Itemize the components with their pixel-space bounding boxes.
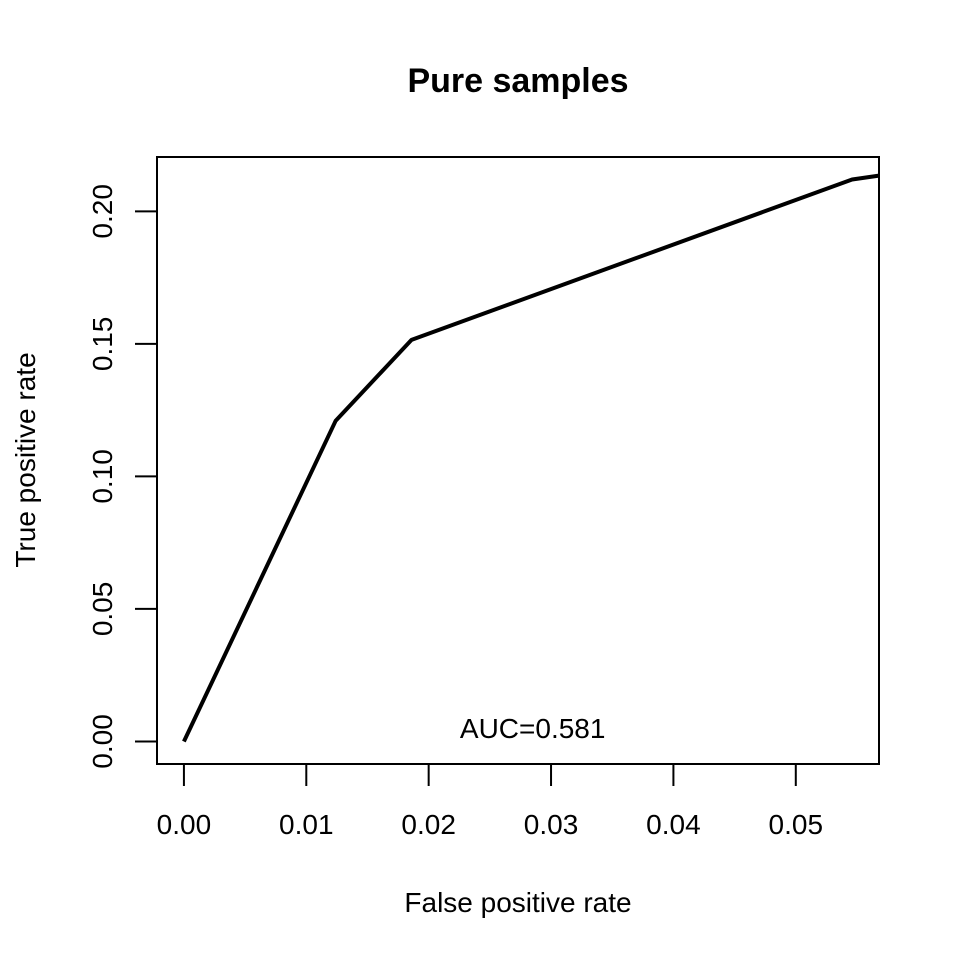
auc-annotation: AUC=0.581	[460, 713, 606, 744]
x-tick-label: 0.03	[524, 809, 579, 840]
x-tick-label: 0.01	[279, 809, 334, 840]
y-tick-label: 0.20	[87, 184, 118, 239]
chart-title: Pure samples	[407, 62, 628, 100]
x-axis: 0.00 0.01 0.02 0.03 0.04 0.05	[157, 763, 824, 840]
roc-curve-line	[182, 173, 880, 743]
x-tick-label: 0.00	[157, 809, 212, 840]
x-axis-label: False positive rate	[404, 887, 631, 918]
x-tick-label: 0.02	[401, 809, 456, 840]
annotation-layer: AUC=0.581	[460, 713, 606, 744]
y-tick-label: 0.05	[87, 582, 118, 637]
y-axis-label: True positive rate	[10, 352, 41, 567]
y-tick-label: 0.10	[87, 449, 118, 504]
series-layer	[182, 173, 880, 743]
x-tick-label: 0.04	[646, 809, 701, 840]
y-tick-label: 0.15	[87, 317, 118, 372]
y-axis: 0.00 0.05 0.10 0.15 0.20	[87, 184, 158, 769]
x-tick-label: 0.05	[769, 809, 824, 840]
y-tick-label: 0.00	[87, 714, 118, 769]
